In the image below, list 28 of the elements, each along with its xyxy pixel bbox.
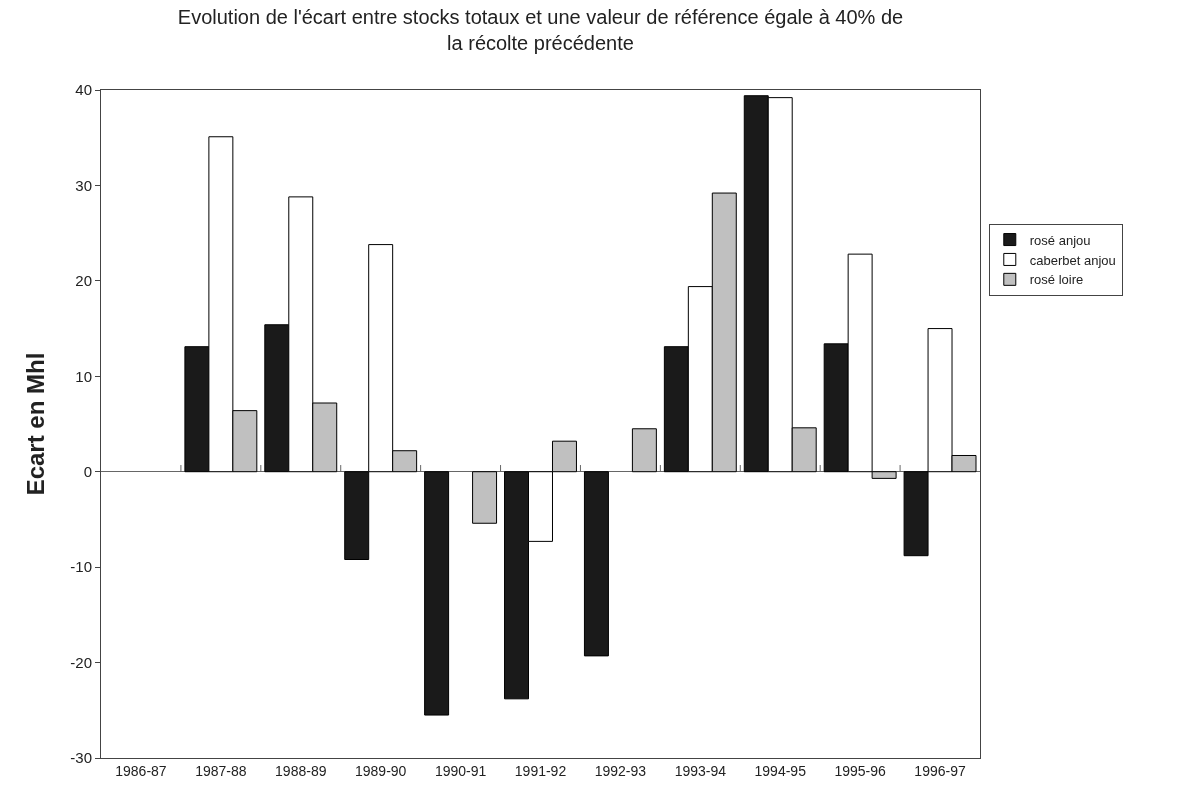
legend-label: rosé loire xyxy=(1029,272,1084,288)
x-tick-label: 1996-97 xyxy=(914,762,966,779)
bar xyxy=(583,471,609,657)
y-axis-title: Ecart en Mhl xyxy=(22,352,50,496)
x-tick-label: 1990-91 xyxy=(434,762,487,779)
x-tick-label: 1993-94 xyxy=(674,762,727,779)
x-tick-label: 1988-89 xyxy=(275,762,327,779)
y-tick-label: -10 xyxy=(70,558,92,576)
x-tick-label: 1987-88 xyxy=(195,762,247,779)
bar xyxy=(631,428,657,473)
x-tick-label: 1995-96 xyxy=(834,762,887,779)
y-tick-label: -20 xyxy=(70,653,92,671)
y-tick-label: 20 xyxy=(75,272,92,290)
legend-label: rosé anjou xyxy=(1029,232,1091,248)
y-tick-label: 30 xyxy=(75,176,92,194)
y-tick-label: -30 xyxy=(70,749,92,767)
x-tick-label: 1986-87 xyxy=(115,762,167,779)
x-tick-label: 1989-90 xyxy=(354,762,407,779)
bar xyxy=(424,471,450,716)
chart-title: Evolution de l'écart entre stocks totaux et une valeur de référence égale à 40% de la récolte précédente xyxy=(177,6,904,55)
x-tick-label: 1994-95 xyxy=(754,762,807,779)
bar xyxy=(472,471,498,524)
x-tick-label: 1992-93 xyxy=(594,762,647,779)
y-tick-label: 40 xyxy=(75,81,92,99)
legend-label: caberbet anjou xyxy=(1029,252,1116,268)
x-tick-label: 1991-92 xyxy=(514,762,567,779)
y-tick-label: 0 xyxy=(83,462,92,480)
y-tick-label: 10 xyxy=(75,367,92,385)
